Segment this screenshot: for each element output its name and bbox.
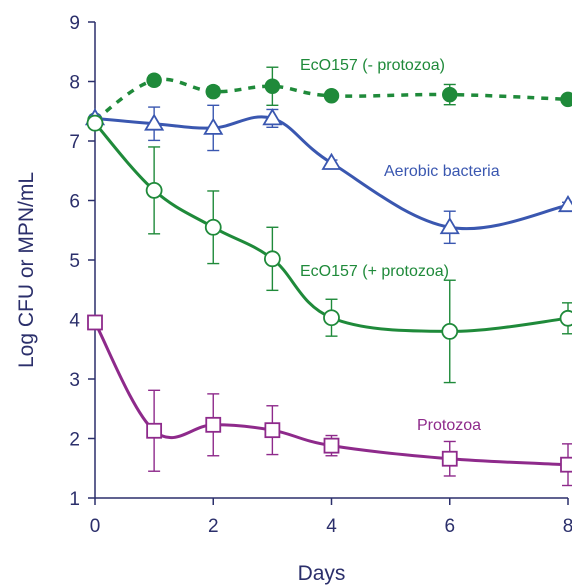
open-circle-marker [86,114,104,132]
open-triangle-marker [439,216,460,235]
open-circle-marker [441,322,459,340]
series-1 [84,104,572,245]
series-3 [87,314,572,487]
open-square-marker [441,450,458,467]
y-tick-label: 2 [69,430,80,451]
open-square-marker [560,456,572,473]
series-layer [84,66,572,487]
series-label-1: Aerobic bacteria [384,163,500,180]
open-circle-marker [145,181,163,199]
open-square-marker [323,437,340,454]
y-tick-label: 3 [69,370,80,391]
series-label-0: EcO157 (- protozoa) [300,57,445,74]
filled-circle-marker [442,86,458,103]
open-triangle-marker [144,113,165,131]
x-tick-label: 0 [90,516,101,537]
axes: 1 2 3 4 5 6 7 8 9 0 2 4 6 8 Days Log CFU or MPN/mL [15,13,572,585]
open-triangle-marker [262,108,283,126]
open-square-marker [87,314,103,331]
y-tick-label: 9 [69,13,80,34]
open-square-marker [264,422,281,439]
y-axis-title: Log CFU or MPN/mL [15,172,38,368]
y-tick-label: 8 [69,73,80,94]
open-triangle-marker [321,152,342,170]
x-tick-label: 2 [208,516,219,537]
x-tick-label: 8 [563,516,572,537]
filled-circle-marker [560,91,572,108]
y-tick-label: 1 [69,489,80,510]
open-triangle-marker [557,194,572,213]
filled-circle-marker [264,78,281,95]
y-tick-label: 5 [69,251,80,272]
open-circle-marker [323,309,340,327]
filled-circle-marker [146,72,162,89]
y-tick-label: 7 [69,132,80,153]
series-label-3: Protozoa [417,417,481,434]
y-tick-label: 4 [69,311,80,332]
open-square-marker [146,422,163,439]
filled-circle-marker [323,88,340,104]
open-square-marker [205,416,222,433]
series-2 [86,114,572,384]
y-tick-label: 6 [69,192,80,213]
filled-circle-marker [205,83,221,100]
x-tick-label: 4 [326,516,337,537]
labels: EcO157 (- protozoa) Aerobic bacteria EcO15… [300,57,500,434]
x-axis-title: Days [298,562,346,585]
x-tick-label: 6 [444,516,455,537]
open-circle-marker [559,309,572,327]
open-circle-marker [263,250,281,268]
series-0 [87,66,572,128]
open-circle-marker [204,218,222,236]
open-triangle-marker [203,117,224,135]
series-label-2: EcO157 (+ protozoa) [300,263,449,280]
